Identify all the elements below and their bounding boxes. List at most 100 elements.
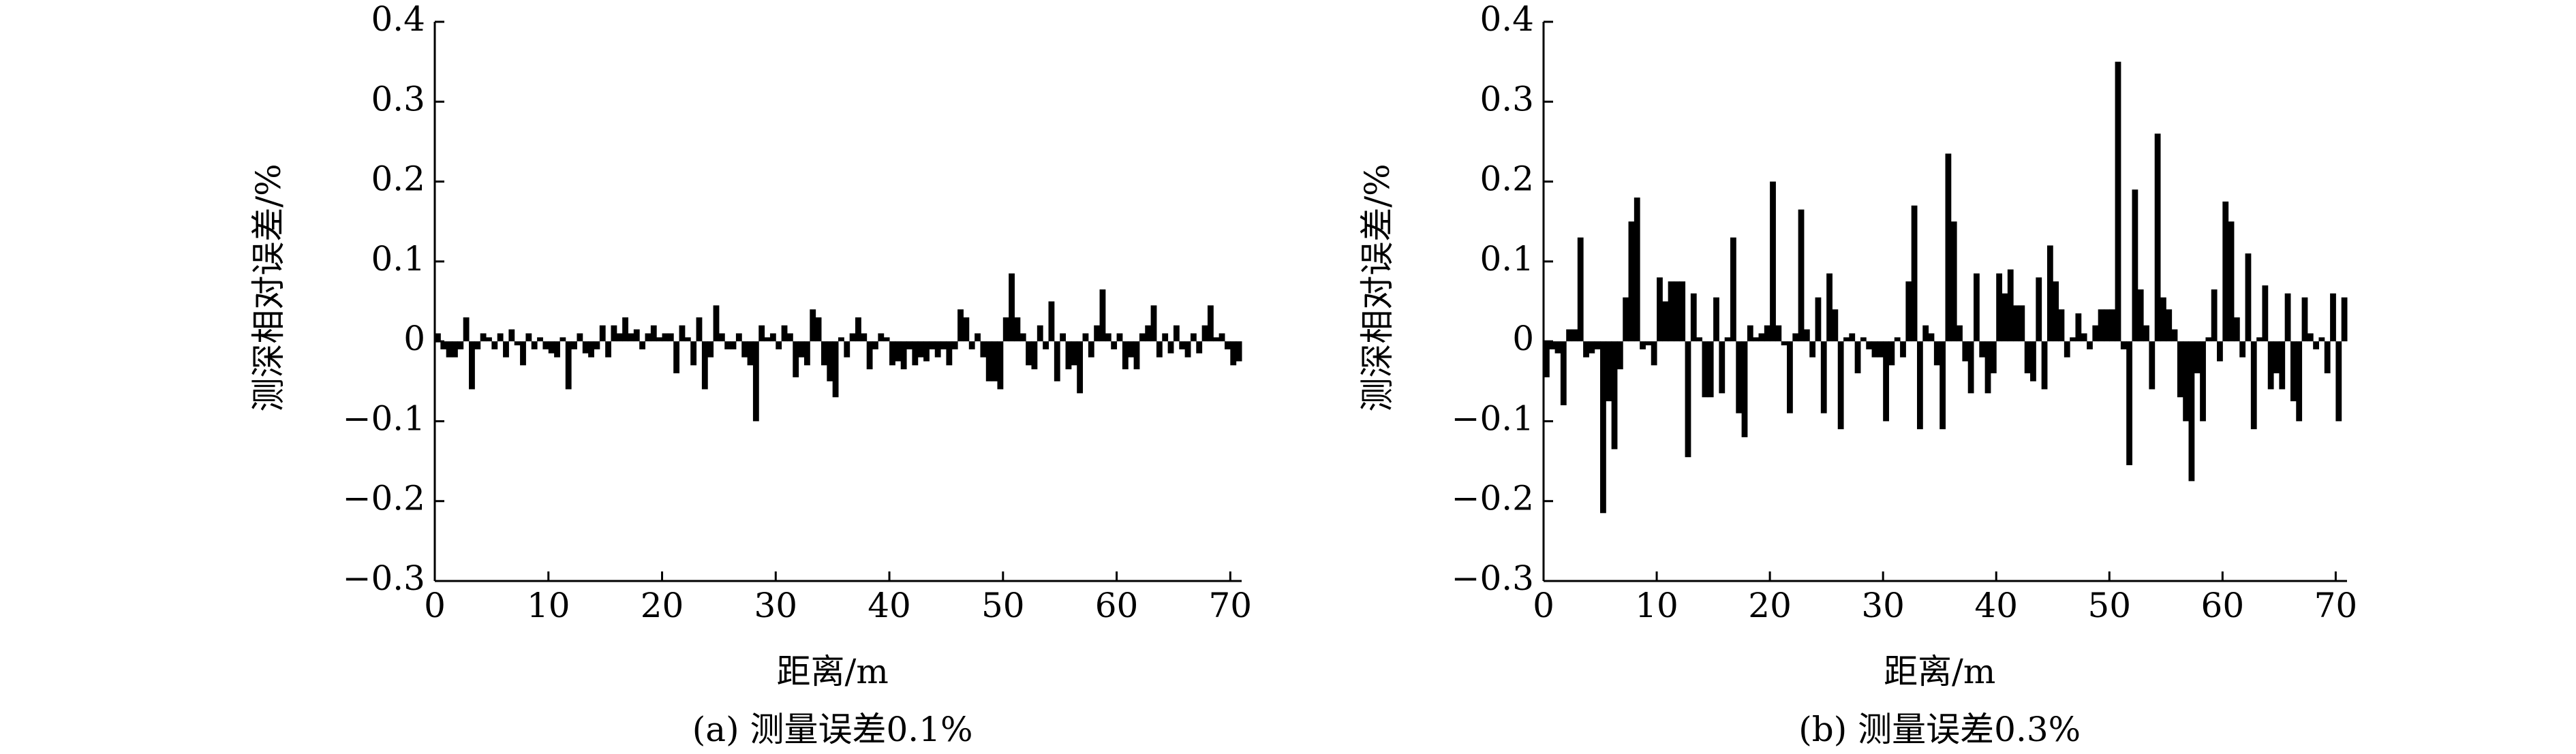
bar [2200, 341, 2206, 422]
bar [2256, 337, 2263, 342]
bar [1645, 341, 1652, 346]
bar [758, 325, 765, 342]
bar [1566, 329, 1573, 342]
bar [1690, 293, 1697, 342]
x-tick-label: 10 [1635, 586, 1678, 625]
bar [1945, 153, 1952, 342]
y-tick-label: −0.2 [343, 479, 425, 518]
bar [997, 341, 1004, 390]
bar [1628, 221, 1635, 342]
bar [821, 341, 827, 366]
x-tick-label: 70 [2314, 586, 2358, 625]
bar [1871, 341, 1878, 358]
bar [1201, 325, 1208, 342]
bar [2137, 289, 2144, 342]
bar [1657, 277, 1663, 342]
bar [701, 341, 708, 390]
bar [594, 341, 600, 349]
bar [844, 341, 850, 358]
bar [934, 341, 941, 358]
y-tick-label: 0.1 [371, 239, 425, 279]
bar [2160, 297, 2166, 342]
bar [2194, 341, 2201, 374]
bar [2313, 341, 2319, 349]
bar [946, 341, 953, 366]
bar [605, 341, 611, 358]
bar [452, 341, 458, 358]
y-tick-label: −0.1 [343, 398, 425, 438]
bar [435, 333, 441, 342]
y-axis-label: 测深相对误差/% [249, 163, 288, 411]
bar [1009, 273, 1015, 342]
bar [2330, 293, 2336, 342]
bar [1962, 341, 1969, 362]
bar [2087, 341, 2093, 349]
bar [2217, 341, 2223, 362]
bar [1877, 341, 1884, 358]
bar [1922, 325, 1929, 342]
bar [2335, 341, 2342, 422]
x-tick-label: 0 [424, 586, 446, 625]
bar [2177, 341, 2183, 398]
bar [1094, 325, 1101, 342]
bar [1967, 341, 1974, 394]
bar [1606, 341, 1612, 402]
bar [1190, 333, 1197, 342]
y-tick-label: −0.3 [1452, 559, 1534, 598]
bar [707, 341, 714, 358]
bar [2279, 341, 2286, 390]
bar [1224, 341, 1231, 349]
bar [832, 341, 839, 398]
bar [690, 341, 697, 366]
x-tick-label: 50 [981, 586, 1025, 625]
bar [628, 333, 634, 342]
y-tick-label: 0 [1512, 319, 1534, 358]
bar [1679, 281, 1686, 342]
bar [1707, 341, 1714, 398]
x-tick-label: 0 [1533, 586, 1554, 625]
bar [2284, 293, 2291, 342]
bar [1128, 341, 1135, 358]
bar [1577, 237, 1584, 342]
bar [747, 341, 754, 366]
bar [2154, 133, 2161, 342]
bar [827, 341, 833, 381]
bar [724, 341, 731, 349]
bar [1894, 337, 1901, 342]
bar [2267, 341, 2274, 390]
bar [769, 333, 776, 342]
bar [1724, 337, 1731, 342]
bar [1122, 341, 1129, 370]
bar [1139, 333, 1146, 342]
y-tick-label: 0.2 [1479, 159, 1534, 199]
bar [861, 333, 868, 342]
bar [957, 309, 964, 342]
y-tick-label: 0.2 [371, 159, 425, 199]
bar [679, 325, 686, 342]
bar [2103, 309, 2110, 342]
bar [440, 341, 447, 349]
bar [1820, 341, 1827, 413]
bar [1843, 337, 1850, 342]
bar [537, 337, 543, 342]
bar [798, 341, 805, 358]
bar [1837, 341, 1844, 430]
bar [2019, 305, 2025, 342]
bar [1082, 333, 1089, 342]
bar [1950, 221, 1957, 342]
bar [508, 329, 515, 342]
bar [548, 341, 555, 354]
bar [980, 341, 987, 358]
bar [951, 341, 958, 349]
bar [1979, 341, 1986, 358]
y-tick-label: 0.3 [371, 79, 425, 119]
bar [1218, 333, 1225, 342]
bar [2290, 341, 2297, 402]
bar [2250, 341, 2257, 430]
bar [1792, 333, 1799, 342]
bar [463, 317, 470, 342]
bar [1736, 341, 1743, 413]
y-tick-label: −0.2 [1452, 479, 1534, 518]
y-tick-label: 0 [403, 319, 425, 358]
bar [1065, 341, 1072, 370]
